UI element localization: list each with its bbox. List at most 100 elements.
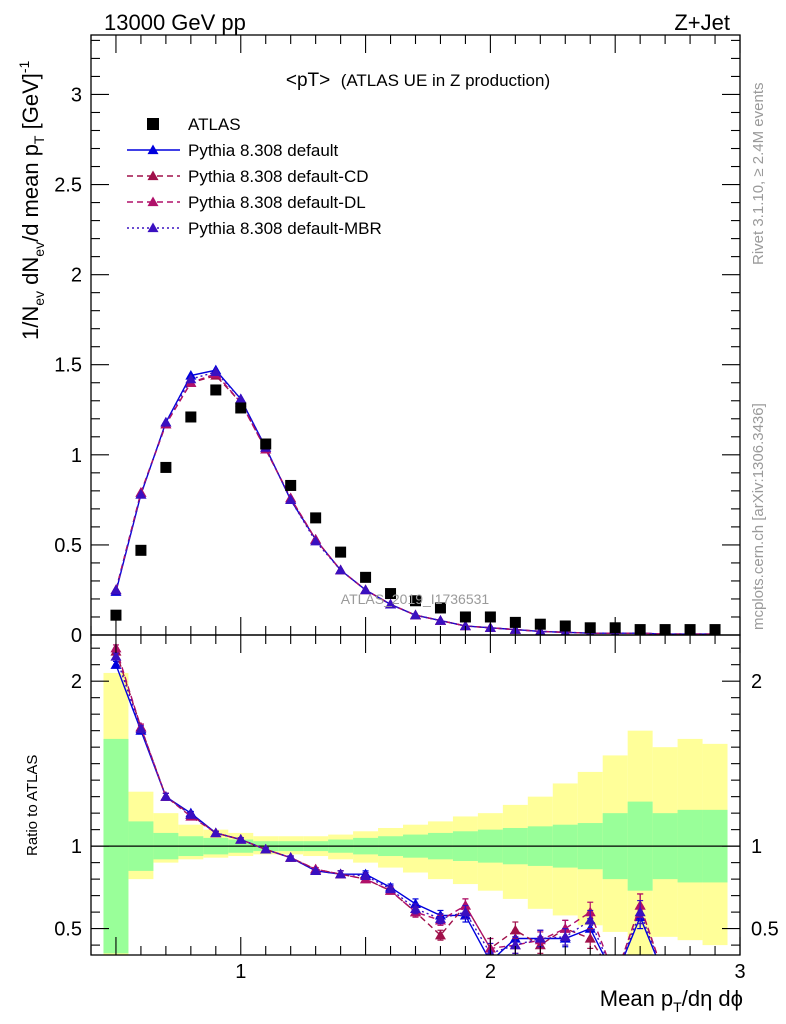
data-point: [459, 611, 471, 623]
main-y-tick-label: 0.5: [54, 535, 82, 557]
ratio-point: [610, 973, 621, 983]
ratio-point: [610, 973, 621, 983]
tick-labels: 1 2 3 0 0.5 1 1.5 2 2.5 3 0.5 0.5 1 1 2 2: [54, 84, 779, 983]
main-point: [185, 373, 197, 384]
data-point: [410, 595, 421, 607]
ratio-point: [459, 906, 471, 917]
main-y-tick-label: 1: [71, 445, 82, 467]
data-point: [185, 411, 197, 423]
data-point: [385, 588, 397, 600]
main-point: [310, 535, 322, 546]
ratio-point: [685, 973, 696, 983]
ratio-y-tick-label-right: 1: [751, 836, 762, 858]
ratio-point: [385, 883, 397, 894]
legend-marker: [147, 196, 159, 207]
legend-marker: [147, 144, 159, 155]
xlabel: Mean pT/dη dϕ: [600, 986, 743, 1015]
data-point: [260, 438, 272, 450]
main-point: [235, 393, 247, 404]
ratio-point: [559, 923, 571, 933]
main-y-tick-label: 2.5: [54, 175, 82, 197]
main-y-tick-label: 3: [71, 84, 82, 106]
main-point: [160, 416, 172, 427]
data-point: [534, 618, 546, 630]
mcplots-label: mcplots.cern.ch [arXiv:1306.3436]: [750, 403, 767, 630]
ratio-point: [410, 898, 421, 908]
main-point: [360, 584, 372, 595]
ratio-point: [410, 903, 421, 913]
ratio-point: [459, 900, 471, 910]
data-point: [310, 512, 322, 524]
analysis-watermark: ATLAS_2019_I1736531: [341, 591, 490, 607]
data-point: [509, 616, 521, 628]
ratio-point: [135, 723, 147, 734]
ratio-point: [434, 913, 446, 923]
data-point: [335, 546, 347, 558]
data-point: [559, 620, 571, 632]
header-left: 13000 GeV pp: [104, 10, 246, 35]
x-tick-label: 3: [734, 961, 745, 983]
ratio-point: [335, 868, 347, 879]
ratio-point: [260, 843, 272, 854]
plot-title: <pT> (ATLAS UE in Z production): [286, 70, 550, 91]
main-point: [434, 615, 446, 625]
ratio-point: [160, 791, 172, 801]
data-point: [434, 602, 446, 614]
ratio-point: [710, 973, 721, 983]
main-ylabel: 1/Nev dNev/d mean pT [GeV]-1: [16, 60, 47, 340]
ratio-series: [110, 642, 721, 983]
legend-label: Pythia 8.308 default: [188, 141, 339, 160]
ratio-point: [235, 834, 247, 844]
data-point: [484, 611, 496, 623]
ratio-point: [660, 973, 671, 983]
legend-label: ATLAS: [188, 115, 241, 134]
data-point: [135, 544, 147, 556]
ratio-point: [509, 939, 521, 950]
ratio-point: [710, 973, 721, 983]
ratio-point: [710, 973, 721, 983]
plot-title-main: <pT>: [286, 70, 330, 91]
main-point: [335, 564, 347, 575]
rivet-label: Rivet 3.1.10, ≥ 2.4M events: [750, 83, 767, 266]
ratio-point: [685, 973, 696, 983]
ratio-point: [710, 973, 721, 983]
ratio-point: [660, 973, 671, 983]
ratio-point: [210, 827, 222, 838]
ratio-point: [610, 973, 621, 983]
main-y-tick-label: 2: [71, 265, 82, 287]
data-point: [235, 402, 247, 414]
main-y-tick-label: 0: [71, 625, 82, 647]
main-point: [110, 584, 122, 595]
ratio-point: [559, 931, 571, 941]
ratio-point: [634, 906, 646, 917]
ratio-point: [185, 809, 197, 819]
x-tick-label: 2: [485, 961, 496, 983]
main-y-tick-label: 1.5: [54, 355, 82, 377]
ratio-point: [285, 852, 297, 862]
axis-ticks: [90, 35, 741, 955]
ratio-y-tick-label-right: 0.5: [751, 919, 779, 941]
ratio-point: [660, 973, 671, 983]
data-point: [360, 571, 372, 583]
main-point: [285, 494, 297, 504]
legend-label: Pythia 8.308 default-DL: [188, 193, 366, 212]
ratio-y-tick-label-left: 0.5: [54, 919, 82, 941]
ratio-ylabel: Ratio to ATLAS: [24, 755, 41, 856]
ratio-point: [610, 973, 621, 983]
data-point: [210, 384, 222, 396]
legend-label: Pythia 8.308 default-MBR: [188, 219, 382, 238]
x-tick-label: 1: [235, 961, 246, 983]
legend-label: Pythia 8.308 default-CD: [188, 167, 369, 186]
plot-title-sub: (ATLAS UE in Z production): [341, 71, 550, 90]
header-right: Z+Jet: [674, 10, 730, 35]
ratio-point: [434, 929, 446, 940]
ratio-point: [584, 933, 596, 943]
main-point: [459, 620, 471, 631]
ratio-point: [310, 865, 322, 876]
main-point: [385, 598, 397, 609]
ratio-y-tick-label-right: 2: [751, 671, 762, 693]
data-point: [285, 479, 297, 491]
ratio-point: [660, 973, 671, 983]
ratio-y-tick-label-left: 2: [71, 671, 82, 693]
